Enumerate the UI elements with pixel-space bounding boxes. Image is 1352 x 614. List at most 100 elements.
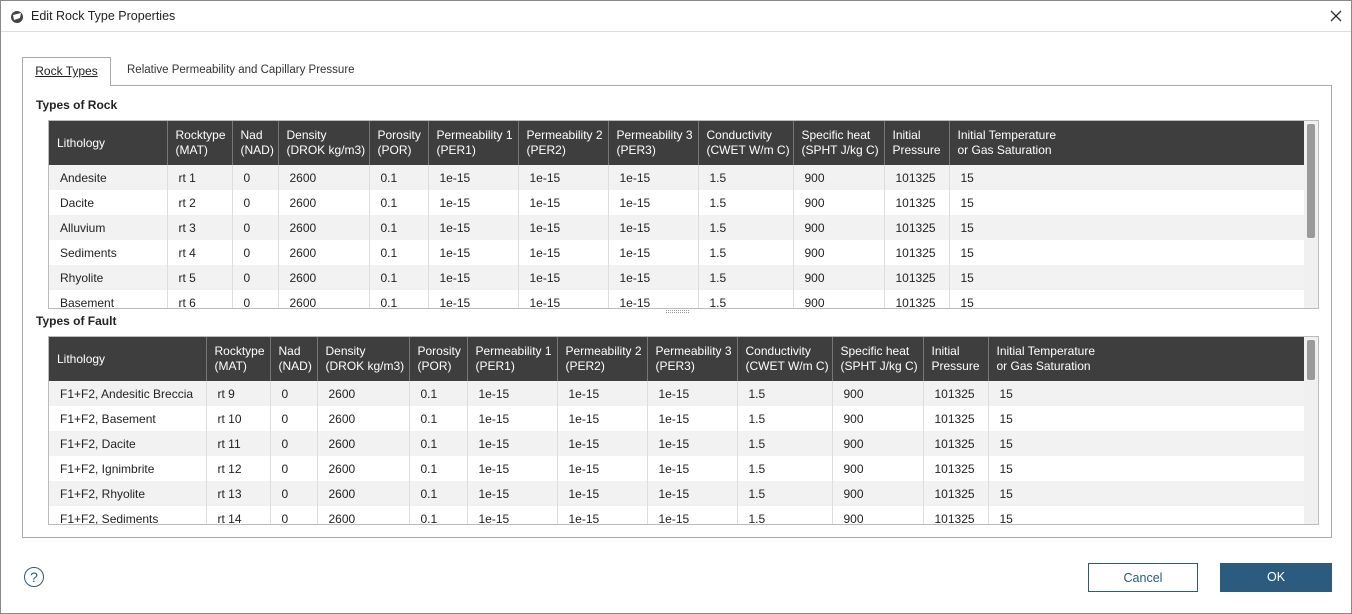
cell: 15 [988, 456, 1305, 481]
cell: 1e-15 [428, 165, 519, 190]
cell: 2600 [278, 165, 370, 190]
cell: 15 [949, 265, 1305, 290]
cell: 2600 [317, 456, 410, 481]
column-header[interactable]: Initial Temperature or Gas Saturation [988, 337, 1305, 381]
column-header[interactable]: Conductivity (CWET W/m C) [698, 121, 794, 165]
cell: 2600 [278, 240, 370, 265]
header-row: Lithology Rocktype (MAT) Nad (NAD) Density (DR… [49, 337, 1305, 381]
header-line: (DROK kg/m3) [325, 359, 405, 373]
header-line: Permeability 1 [436, 128, 513, 142]
table-row: F1+F2, Rhyolite rt 13 0 2600 0.1 1e-15 1e-15 1e… [49, 481, 1305, 506]
column-header[interactable]: Density (DROK kg/m3) [317, 337, 410, 381]
table-row: F1+F2, Ignimbrite rt 12 0 2600 0.1 1e-15 1e-15… [49, 456, 1305, 481]
cell: 101325 [923, 381, 989, 406]
cell: 15 [949, 165, 1305, 190]
column-header[interactable]: Permeability 3 (PER3) [608, 121, 699, 165]
header-line: Permeability 3 [655, 344, 732, 358]
cell: 15 [988, 506, 1305, 524]
cell: 0.1 [369, 165, 429, 190]
cell: 0.1 [369, 190, 429, 215]
ok-button[interactable]: OK [1220, 563, 1332, 592]
cell: 1.5 [698, 240, 794, 265]
header-line: (DROK kg/m3) [286, 143, 366, 157]
cell: 0 [232, 240, 279, 265]
tab[interactable]: Relative Permeability and Capillary Pres… [127, 64, 355, 76]
cell: rt 10 [206, 406, 271, 431]
cell: 900 [793, 190, 885, 215]
column-header[interactable]: Specific heat (SPHT J/kg C) [832, 337, 924, 381]
header-line: Specific heat [840, 344, 910, 358]
window-title: Edit Rock Type Properties [31, 9, 176, 23]
cancel-button[interactable]: Cancel [1088, 563, 1198, 592]
column-header[interactable]: Rocktype (MAT) [167, 121, 233, 165]
splitter[interactable] [666, 309, 690, 314]
cell: 0 [270, 481, 318, 506]
column-header[interactable]: Nad (NAD) [232, 121, 279, 165]
header-line: Conductivity [745, 344, 811, 358]
header-line: Porosity [377, 128, 421, 142]
cell: 101325 [884, 190, 950, 215]
cell: rt 11 [206, 431, 271, 456]
table-row: Alluvium rt 3 0 2600 0.1 1e-15 1e-15 1e-15 1.5 90… [49, 215, 1305, 240]
column-header[interactable]: Permeability 2 (PER2) [557, 337, 648, 381]
cell: 1e-15 [647, 481, 738, 506]
scrollbar[interactable] [1304, 121, 1318, 308]
column-header[interactable]: Initial Pressure [923, 337, 989, 381]
header-line: (PER2) [526, 143, 566, 157]
scrollbar[interactable] [1304, 337, 1318, 524]
cell: 0.1 [409, 456, 468, 481]
header-line: (PER3) [655, 359, 695, 373]
cell: 0 [270, 506, 318, 524]
column-header[interactable]: Rocktype (MAT) [206, 337, 271, 381]
cell: rt 14 [206, 506, 271, 524]
cell: 1e-15 [608, 165, 699, 190]
column-header[interactable]: Initial Pressure [884, 121, 950, 165]
cell: 1.5 [737, 406, 833, 431]
cell: 101325 [923, 431, 989, 456]
column-header[interactable]: Porosity (POR) [369, 121, 429, 165]
tab[interactable]: Rock Types [22, 57, 111, 86]
column-header[interactable]: Lithology [49, 121, 168, 165]
cell: Rhyolite [49, 265, 168, 290]
cell: 1.5 [737, 381, 833, 406]
column-header[interactable]: Conductivity (CWET W/m C) [737, 337, 833, 381]
cell: 101325 [884, 215, 950, 240]
cell: rt 13 [206, 481, 271, 506]
cell: 1e-15 [608, 265, 699, 290]
header-line: (CWET W/m C) [706, 143, 790, 157]
table-header: Lithology Rocktype (MAT) Nad (NAD) Density (DR… [49, 337, 1305, 381]
cell: 1e-15 [467, 381, 558, 406]
close-button[interactable] [1330, 10, 1342, 22]
cell: 0.1 [409, 406, 468, 431]
column-header[interactable]: Permeability 3 (PER3) [647, 337, 738, 381]
title-bar: Edit Rock Type Properties [1, 1, 1351, 32]
cell: 1.5 [737, 456, 833, 481]
header-line: Initial [931, 344, 960, 358]
help-button[interactable]: ? [24, 567, 44, 587]
cell: rt 9 [206, 381, 271, 406]
column-header[interactable]: Nad (NAD) [270, 337, 318, 381]
cell: 1.5 [698, 290, 794, 308]
cell: 2600 [317, 481, 410, 506]
cell: 15 [988, 406, 1305, 431]
cell: 1e-15 [557, 431, 648, 456]
table-row: F1+F2, Dacite rt 11 0 2600 0.1 1e-15 1e-15 1e-1… [49, 431, 1305, 456]
cell: Basement [49, 290, 168, 308]
column-header[interactable]: Specific heat (SPHT J/kg C) [793, 121, 885, 165]
cell: 1e-15 [428, 290, 519, 308]
cell: 900 [832, 406, 924, 431]
table-header: Lithology Rocktype (MAT) Nad (NAD) Density (DR… [49, 121, 1305, 165]
cell: 1e-15 [647, 456, 738, 481]
column-header[interactable]: Density (DROK kg/m3) [278, 121, 370, 165]
column-header[interactable]: Permeability 1 (PER1) [467, 337, 558, 381]
column-header[interactable]: Initial Temperature or Gas Saturation [949, 121, 1305, 165]
section-title: Types of Rock [36, 98, 118, 112]
cell: rt 4 [167, 240, 233, 265]
column-header[interactable]: Lithology [49, 337, 207, 381]
column-header[interactable]: Permeability 2 (PER2) [518, 121, 609, 165]
column-header[interactable]: Porosity (POR) [409, 337, 468, 381]
cell: 1e-15 [428, 240, 519, 265]
column-header[interactable]: Permeability 1 (PER1) [428, 121, 519, 165]
cell: 1e-15 [518, 265, 609, 290]
cell: 1.5 [737, 481, 833, 506]
